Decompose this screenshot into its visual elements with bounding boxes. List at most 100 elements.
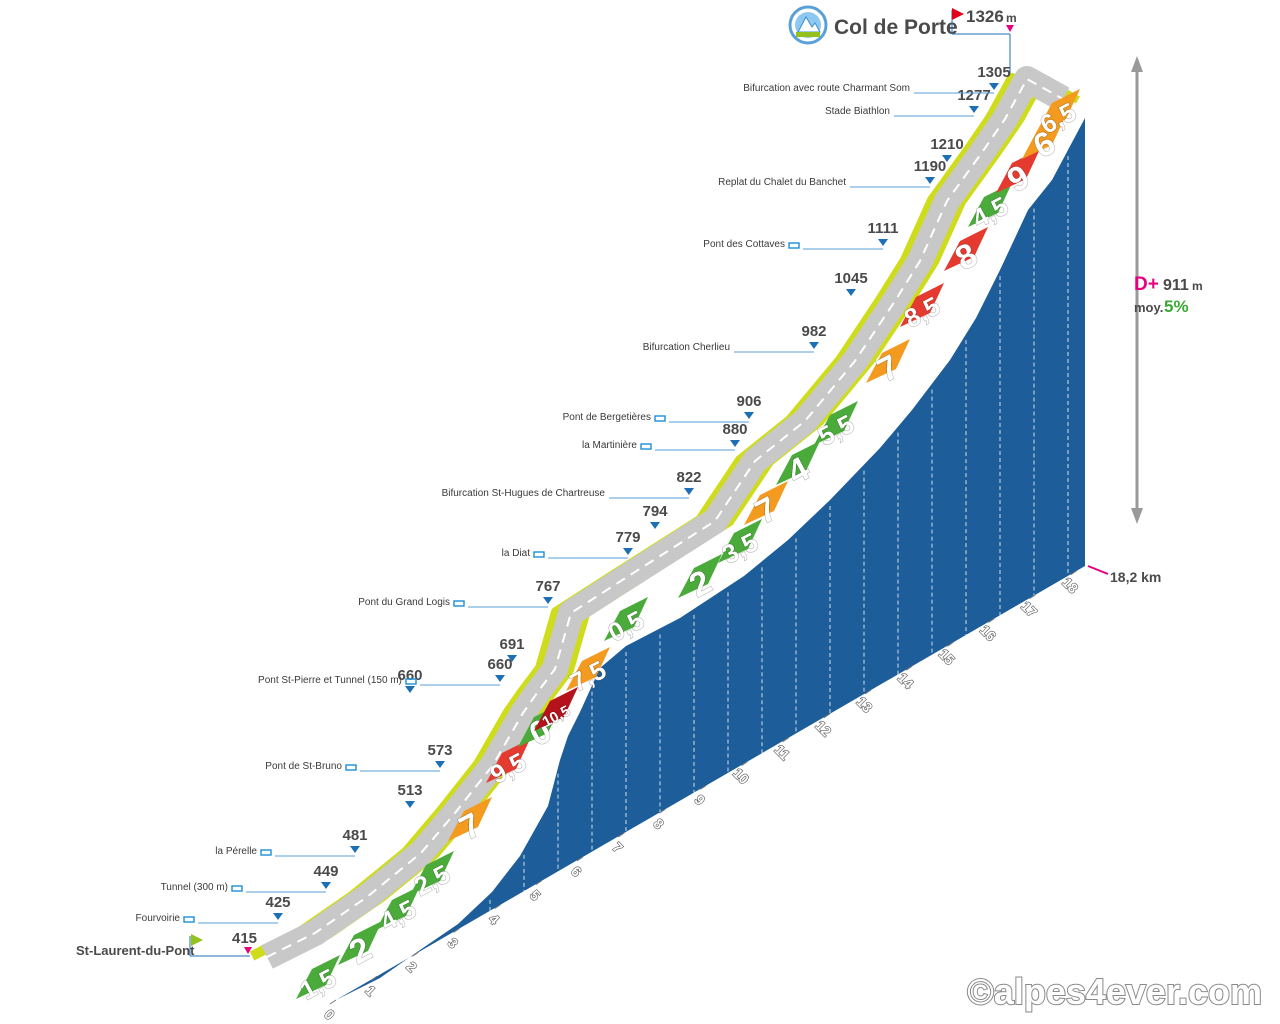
waypoint-elevation: 779 [615,529,640,546]
km-tick-mark [700,784,707,790]
grade-segment [900,283,944,327]
waypoint-elevation: 767 [535,578,560,595]
waypoint-elevation: 982 [801,323,826,340]
km-tick-mark [782,737,789,743]
grade-segment [944,227,988,271]
grade-segment [678,554,722,598]
waypoint-elevation: 449 [313,863,338,880]
waypoint-arrow-icon [809,342,819,349]
grade-label: 4,5 [967,190,1013,233]
village-icon [533,551,545,558]
grade-segment [410,851,454,895]
profile-wall [336,118,1085,1000]
start-name: St-Laurent-du-Pont [76,943,195,958]
start-badge: St-Laurent-du-Pont 415 [76,930,257,958]
gain-label: D+ [1134,274,1159,295]
waypoint-arrow-icon [507,655,517,662]
waypoint-arrow-icon [942,155,952,162]
km-tick-label: 8 [650,815,667,832]
grade-segment [1036,89,1080,133]
summit-marker-icon [1006,25,1014,32]
km-tick-label: 6 [568,863,585,880]
bridge-icon [453,600,465,607]
start-marker-icon [244,947,252,954]
road-centre-line [266,78,1064,958]
grade-segment [296,955,340,999]
grade-label: 1,5 [295,962,341,1005]
km-tick-label: 9 [692,791,709,808]
waypoint-name: Fourvoirie [136,913,181,924]
grade-segment [376,886,420,930]
total-distance: 18,2 km [1087,565,1161,585]
waypoint-name: Pont du Grand Logis [358,597,450,608]
summit-elevation: 1326 [966,7,1004,26]
village-icon [640,443,652,450]
waypoint-elevation: 513 [397,782,422,799]
waypoint-arrow-icon [495,675,505,682]
watermark: ©alpes4ever.com [967,971,1262,1012]
km-tick-mark [329,999,337,1005]
average-value: 5% [1164,297,1189,316]
km-tick-mark [741,761,748,766]
waypoint-elevation: 660 [487,656,512,673]
waypoint-elevation: 1277 [957,87,990,104]
grade-segment [604,597,648,641]
waypoint-name: Tunnel (300 m) [161,882,228,893]
waypoint-name: la Martinière [582,440,637,451]
waypoint-name: la Diat [502,548,531,559]
km-tick-mark [864,689,872,695]
bridge-tunnel-icon [405,678,417,685]
waypoint-name: Pont de St-Bruno [265,761,342,772]
waypoint-elevation: 1210 [930,136,963,153]
summit-flag-icon [952,8,964,20]
waypoint-elevation: 1305 [977,64,1010,81]
km-tick-mark [947,641,954,647]
km-tick-mark [576,856,584,862]
waypoint-arrow-icon [405,686,415,693]
summit-badge: Col de Porte 1326 m [788,5,1017,78]
grade-segment [1022,115,1066,159]
waypoint-arrow-icon [846,289,856,296]
waypoint-arrow-icon [543,597,553,604]
waypoint-elevation: 573 [427,742,452,759]
waypoint-arrow-icon [405,801,415,808]
average-label: moy. [1134,300,1163,315]
waypoint-arrow-icon [684,488,694,495]
grade-segment [566,647,610,691]
waypoint-name: Pont des Cottaves [703,239,785,250]
km-tick-mark [1070,570,1078,576]
waypoint-elevation: 1190 [914,158,947,175]
village-icon [183,916,195,923]
waypoint-arrow-icon [273,913,283,920]
summit-unit: m [1006,11,1017,25]
km-tick-mark [658,808,666,814]
km-tick-mark [988,618,995,623]
km-tick-label: 7 [609,839,626,856]
waypoint-arrow-icon [989,83,999,90]
waypoint-arrow-icon [878,239,888,246]
waypoint-name: Replat du Chalet du Banchet [718,177,846,188]
km-tick-mark [905,665,913,671]
waypoint-arrow-icon [623,548,633,555]
waypoint-elevation: 1045 [834,270,867,287]
waypoint-arrow-icon [925,177,935,184]
start-elevation: 415 [232,930,257,947]
bridge-icon [654,415,666,422]
km-tick-label: 2 [403,958,420,975]
total-distance-label: 18,2 km [1110,569,1161,585]
waypoint-elevation: 906 [736,393,761,410]
waypoint-elevation: 691 [499,636,524,653]
waypoint-elevation: 481 [342,827,367,844]
waypoint-elevation: 822 [676,469,701,486]
waypoint-elevation: 425 [265,894,290,911]
grade-segment [486,739,530,783]
waypoint-name: la Pérelle [215,846,257,857]
grade-segment [968,183,1012,227]
summit-name: Col de Porte [834,16,958,39]
km-tick-mark [823,713,831,719]
km-tick-mark [535,880,543,886]
grade-segment [996,149,1040,193]
km-tick-label: 4 [486,911,503,928]
km-tick-mark [494,904,501,910]
